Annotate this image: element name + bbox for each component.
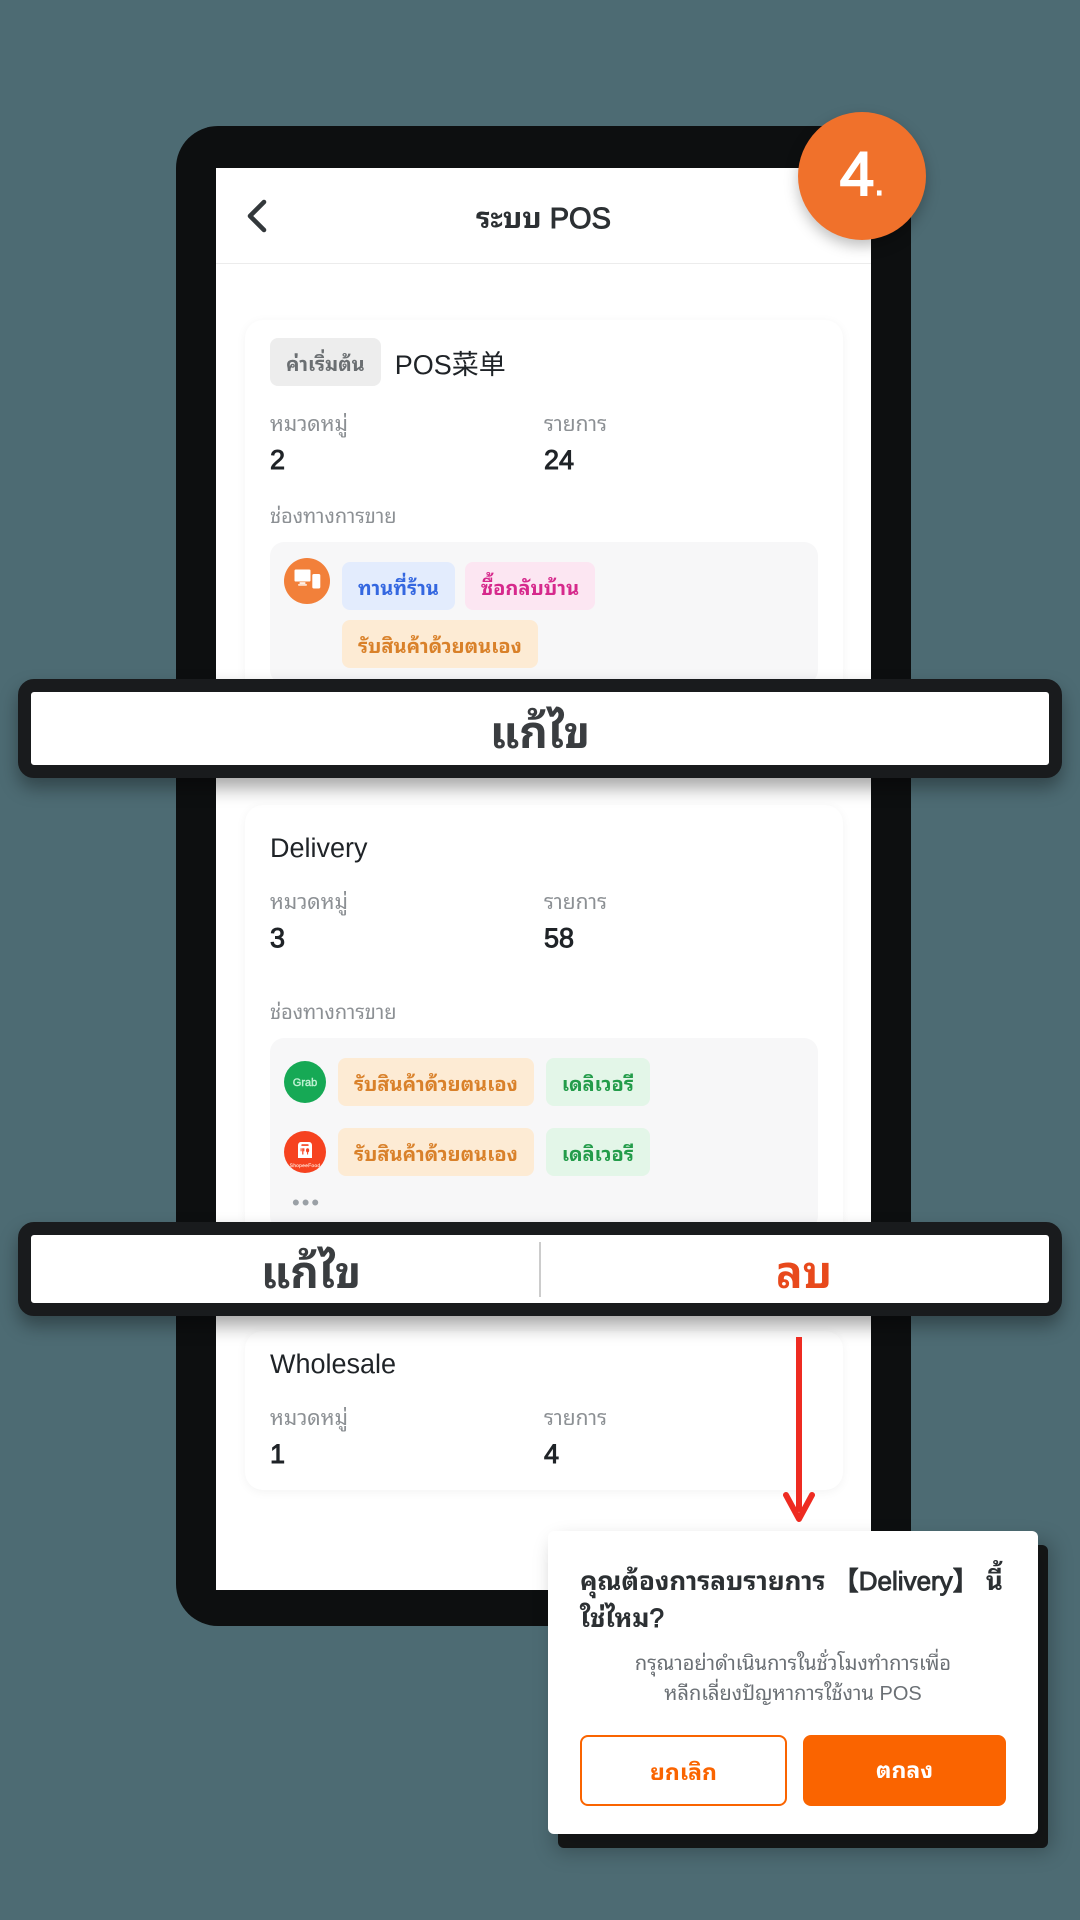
svg-text:Grab: Grab bbox=[293, 1077, 317, 1089]
